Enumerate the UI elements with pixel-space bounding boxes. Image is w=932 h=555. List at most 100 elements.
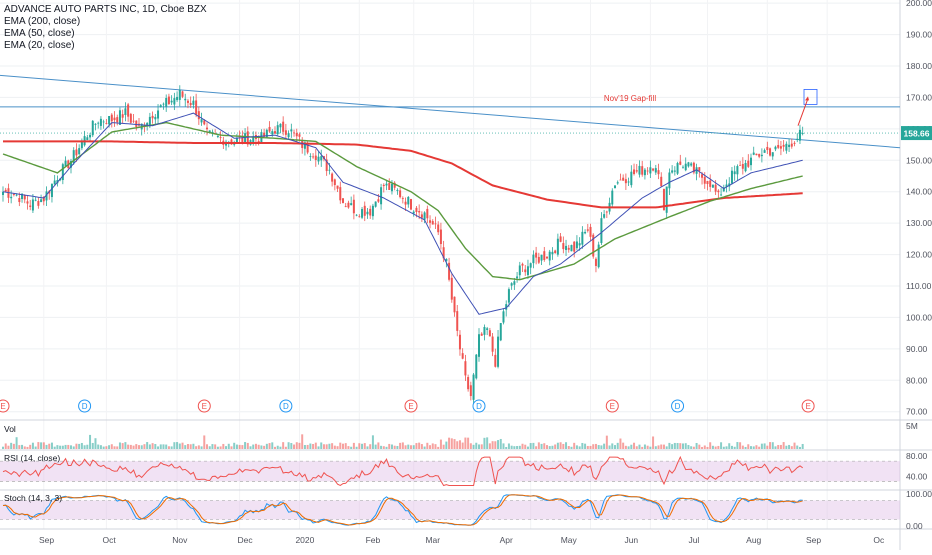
candle-body: [75, 149, 78, 156]
candle-body: [690, 163, 693, 166]
volume-bar: [263, 445, 266, 449]
candle-body: [18, 198, 21, 203]
volume-bar: [551, 445, 554, 449]
candle-body: [747, 160, 750, 167]
volume-bar: [728, 443, 731, 449]
volume-bar: [450, 438, 453, 449]
candle-body: [10, 196, 13, 199]
volume-bar: [491, 441, 494, 449]
volume-bar: [374, 444, 377, 449]
volume-bar: [53, 446, 56, 449]
candle-body: [265, 129, 268, 138]
candle-body: [347, 202, 350, 208]
volume-bar: [782, 442, 785, 449]
candle-body: [434, 223, 437, 225]
candle-body: [801, 133, 804, 134]
candle-body: [592, 234, 595, 257]
volume-axis-tick: 5M: [906, 421, 918, 431]
candle-body: [184, 98, 187, 101]
volume-bar: [309, 443, 312, 449]
volume-bar: [50, 442, 53, 449]
volume-bar: [293, 444, 296, 449]
volume-bar: [75, 443, 78, 449]
event-marker-label: E: [805, 402, 810, 411]
legend-ema50[interactable]: EMA (50, close): [4, 28, 75, 39]
volume-bar: [690, 446, 693, 449]
volume-bar: [355, 446, 358, 449]
legend-ema200[interactable]: EMA (200, close): [4, 16, 81, 27]
volume-bar: [611, 443, 614, 449]
volume-bar: [31, 442, 34, 449]
candle-body: [622, 177, 625, 181]
candle-body: [684, 163, 687, 171]
candle-body: [698, 167, 701, 171]
target-arrowhead: [805, 96, 809, 101]
volume-bar: [562, 443, 565, 449]
volume-bar: [333, 445, 336, 449]
volume-bar: [676, 443, 679, 449]
candle-body: [774, 146, 777, 150]
volume-bar: [546, 445, 548, 449]
earnings-marker: [197, 399, 211, 413]
candle-body: [706, 181, 709, 185]
candle-body: [167, 96, 170, 105]
volume-bar: [86, 444, 89, 449]
legend-ema20[interactable]: EMA (20, close): [4, 40, 75, 51]
volume-bar: [575, 445, 578, 449]
candle-body: [646, 170, 649, 172]
candle-body: [293, 132, 296, 134]
candle-body: [271, 131, 274, 135]
time-tick-label: Nov: [172, 535, 188, 545]
volume-bar: [646, 445, 649, 449]
volume-bar: [2, 446, 4, 449]
volume-bar: [785, 445, 788, 449]
candle-body: [29, 205, 32, 207]
volume-bar: [178, 443, 181, 449]
trendline-layer: [0, 74, 901, 149]
candle-body: [771, 152, 774, 157]
stoch-label: Stoch (14, 3, 3): [4, 493, 62, 503]
price-tick-label: 180.00: [906, 61, 932, 71]
volume-bar: [769, 442, 772, 449]
volume-bar: [771, 442, 774, 449]
volume-bar: [554, 444, 557, 449]
volume-bar: [203, 435, 206, 449]
candle-body: [758, 153, 761, 157]
candle-body: [279, 123, 282, 128]
candle-body: [328, 169, 331, 171]
candle-body: [513, 281, 516, 285]
last-price-badge: [901, 126, 932, 141]
volume-bar: [29, 444, 32, 449]
volume-bar: [739, 442, 742, 449]
candle-body: [371, 205, 374, 217]
chart-legend: ADVANCE AUTO PARTS INC, 1D, Cboe BZX EMA…: [4, 4, 207, 52]
candle-body: [192, 100, 195, 105]
candle-body: [796, 138, 799, 141]
volume-bar: [328, 443, 331, 449]
candle-body: [127, 104, 130, 117]
event-marker-label: E: [0, 402, 5, 411]
candle-body: [546, 256, 548, 259]
candle-body: [752, 152, 755, 155]
volume-bar: [578, 446, 581, 449]
candle-body: [709, 180, 712, 187]
volume-bar: [423, 446, 426, 449]
volume-bar: [371, 435, 374, 449]
candle-body: [510, 283, 513, 286]
candle-body: [331, 173, 334, 182]
candle-body: [157, 110, 160, 119]
candle-body: [486, 328, 489, 330]
time-tick-label: Jul: [688, 535, 699, 545]
time-tick-label: Apr: [500, 535, 513, 545]
candle-body: [342, 198, 344, 203]
volume-bar: [358, 443, 361, 449]
volume-bar: [548, 446, 551, 449]
candle-body: [760, 154, 763, 157]
volume-bar: [197, 445, 200, 449]
candle-body: [91, 120, 94, 136]
volume-bar: [532, 442, 535, 449]
candle-body: [733, 171, 736, 175]
volume-bar: [616, 442, 619, 449]
